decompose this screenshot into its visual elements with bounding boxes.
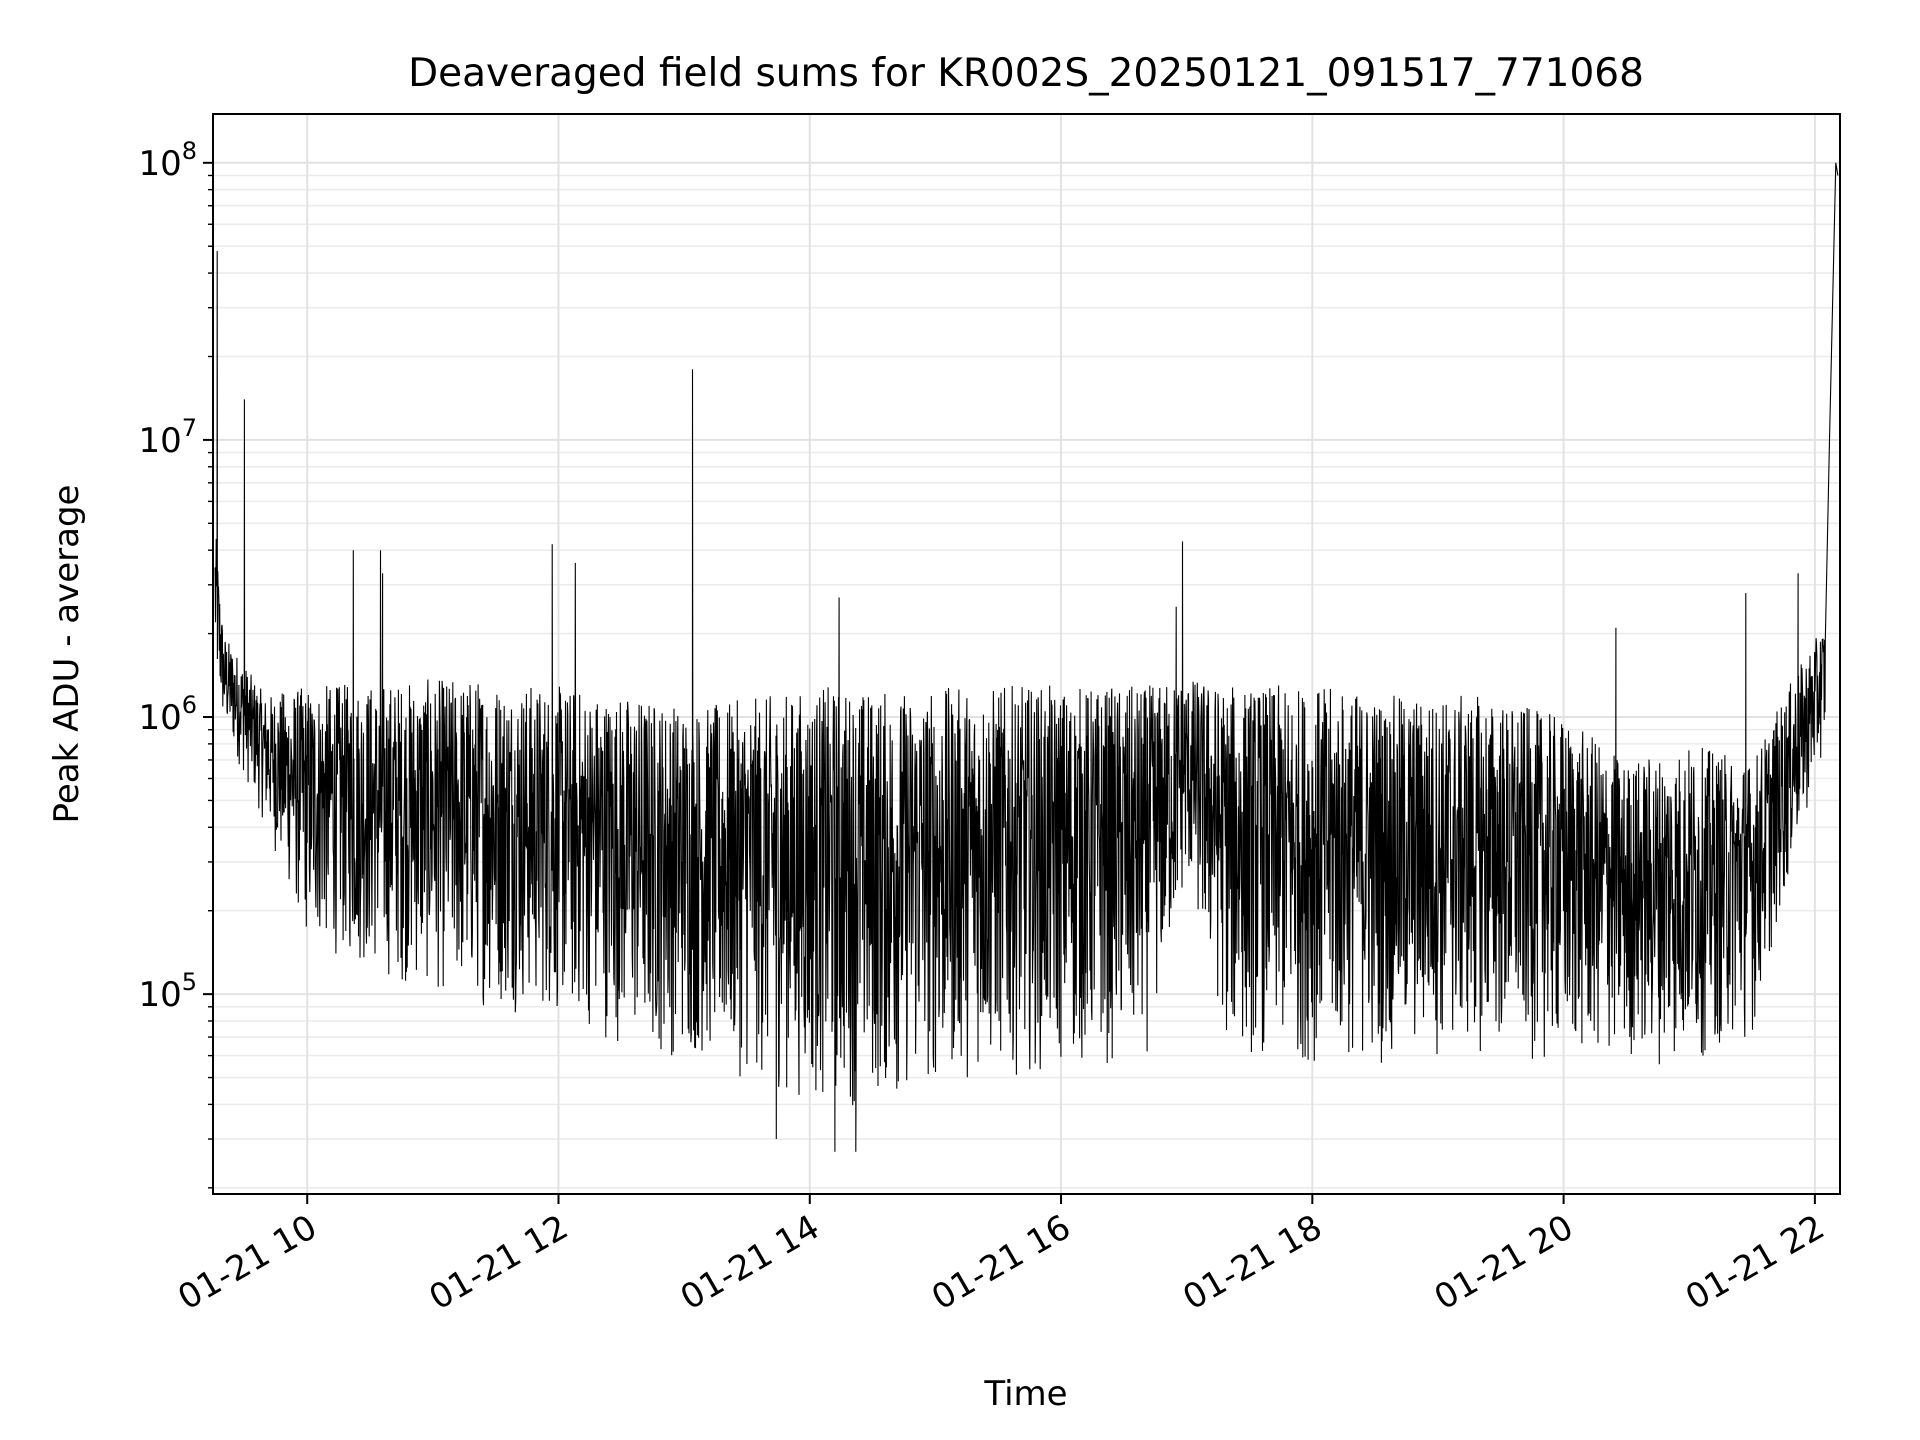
y-tick-label: 107 bbox=[138, 414, 197, 461]
axis-ticks bbox=[203, 161, 1816, 1204]
y-tick-label: 106 bbox=[138, 691, 197, 738]
x-axis-label: Time bbox=[983, 1374, 1067, 1414]
plot-frame bbox=[212, 113, 1841, 1195]
y-tick-label: 108 bbox=[138, 137, 197, 184]
y-axis-label: Peak ADU - average bbox=[47, 485, 87, 824]
chart-title: Deaveraged field sums for KR002S_2025012… bbox=[408, 51, 1644, 96]
series-line bbox=[214, 162, 1839, 1152]
series-0 bbox=[214, 162, 1839, 1152]
y-tick-label: 105 bbox=[138, 968, 197, 1015]
